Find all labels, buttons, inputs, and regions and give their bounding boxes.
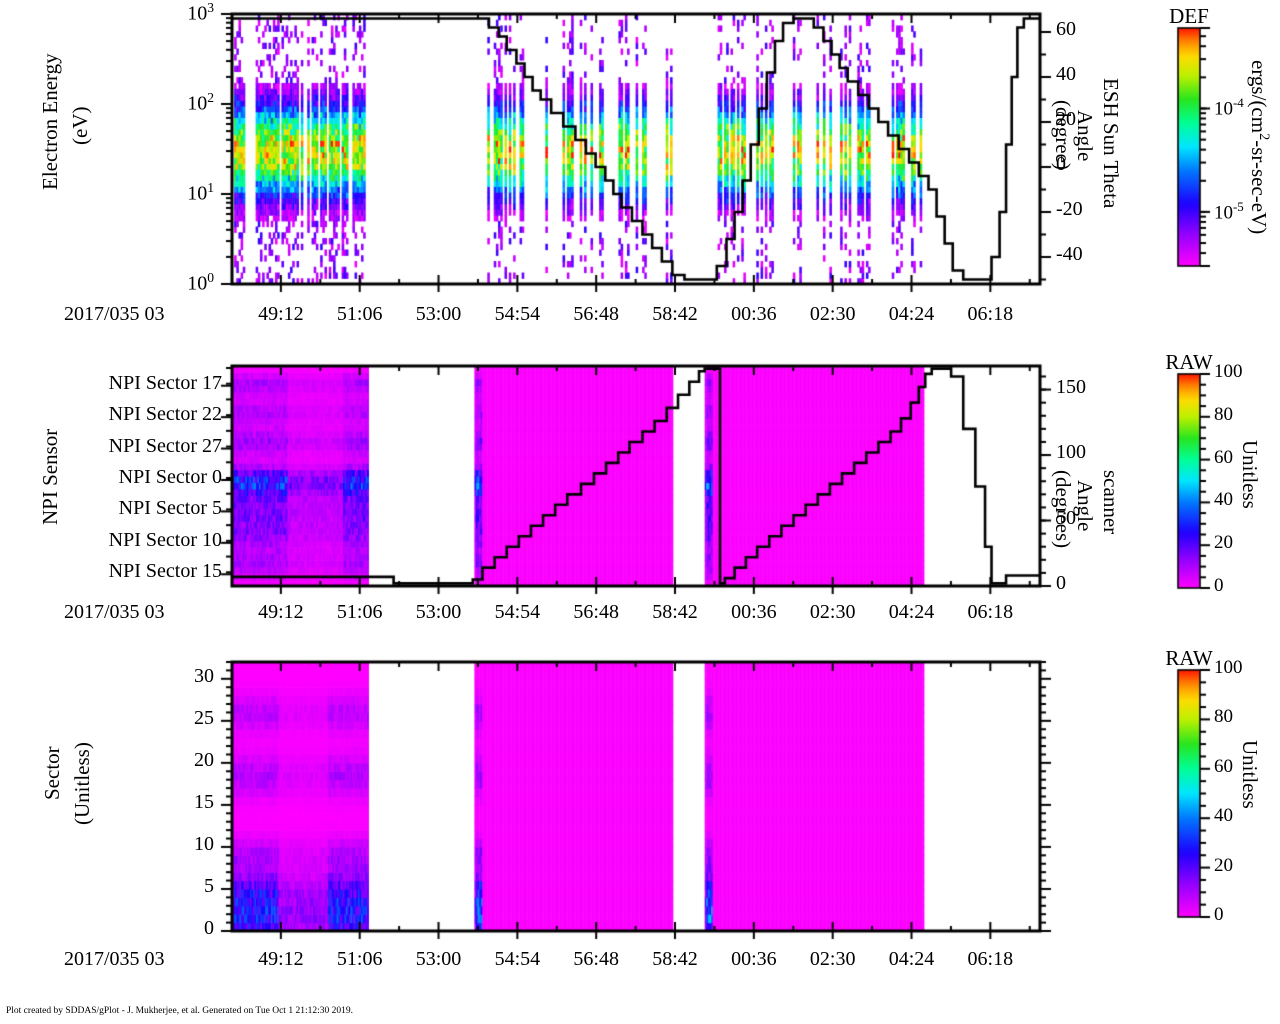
x-tick-3-5: 58:42 xyxy=(652,948,698,970)
y-tick-p1-right-4: -20 xyxy=(1056,198,1083,220)
x-tick-3-9: 06:18 xyxy=(967,948,1014,970)
y-tick-p1-right-0: 60 xyxy=(1056,18,1076,40)
cb1-tick-0: 10-4 xyxy=(1214,95,1244,120)
y-axis-unit-p3: (Unitless) xyxy=(70,742,94,825)
y-tick-p3-0: 30 xyxy=(194,664,214,687)
x-tick-1-0: 49:12 xyxy=(258,303,304,325)
y-tick-p2-5: NPI Sector 10 xyxy=(108,528,222,551)
cb3-tick-3: 40 xyxy=(1214,805,1233,827)
cb2-tick-4: 20 xyxy=(1214,532,1233,554)
x-tick-1-1: 51:06 xyxy=(336,303,383,325)
y-tick-p1-right-5: -40 xyxy=(1056,243,1083,265)
colorbar-title-3: RAW xyxy=(1165,646,1213,670)
y-tick-p1-1e0: 100 xyxy=(187,270,214,295)
y-axis-title-p1: Electron Energy xyxy=(38,53,62,190)
x-tick-1-2: 53:00 xyxy=(415,303,462,325)
x-tick-2-7: 02:30 xyxy=(809,601,856,623)
x-axis-date-label-2: 2017/035 03 xyxy=(64,601,165,623)
x-tick-2-6: 00:36 xyxy=(731,601,777,623)
x-tick-3-2: 53:00 xyxy=(415,948,462,970)
x-tick-2-8: 04:24 xyxy=(888,601,935,623)
x-tick-1-3: 54:54 xyxy=(494,303,541,325)
cb1-tick-1: 10-5 xyxy=(1214,198,1244,224)
figure-footer: Plot created by SDDAS/gPlot - J. Mukherj… xyxy=(6,1006,353,1016)
y-axis-title-p1-right: ESH Sun Theta xyxy=(1099,78,1123,209)
y-axis-sub-p1-right: Angle xyxy=(1073,110,1097,162)
y-tick-p2-4: NPI Sector 5 xyxy=(118,497,222,520)
x-tick-2-3: 54:54 xyxy=(494,601,541,623)
x-tick-2-2: 53:00 xyxy=(415,601,462,623)
y-tick-p1-right-2: 20 xyxy=(1056,108,1076,130)
x-tick-3-0: 49:12 xyxy=(258,948,304,970)
x-tick-1-4: 56:48 xyxy=(573,303,619,325)
y-tick-p1-1e2: 102 xyxy=(187,90,214,115)
x-tick-1-6: 00:36 xyxy=(731,303,777,325)
x-axis-date-label-1: 2017/035 03 xyxy=(64,303,165,325)
y-tick-p2-1: NPI Sector 22 xyxy=(108,403,222,426)
y-tick-p3-5: 5 xyxy=(204,874,214,897)
y-tick-p2-right-3: 0 xyxy=(1056,572,1066,594)
cb2-tick-1: 80 xyxy=(1214,403,1233,425)
y-tick-p1-right-3: 0 xyxy=(1056,153,1066,175)
colorbar-title-2: RAW xyxy=(1165,350,1213,374)
cb3-tick-4: 20 xyxy=(1214,854,1233,876)
cb2-tick-5: 0 xyxy=(1214,575,1224,596)
cb3-tick-2: 60 xyxy=(1214,755,1233,777)
y-tick-p3-1: 25 xyxy=(194,706,214,729)
y-tick-p2-0: NPI Sector 17 xyxy=(108,371,222,394)
x-tick-3-4: 56:48 xyxy=(573,948,619,970)
y-tick-p2-right-0: 150 xyxy=(1056,375,1086,398)
x-tick-1-5: 58:42 xyxy=(652,303,698,325)
x-tick-2-0: 49:12 xyxy=(258,601,304,623)
x-tick-2-1: 51:06 xyxy=(336,601,383,623)
y-axis-sub-p2-right: Angle xyxy=(1073,480,1097,532)
cb3-tick-0: 100 xyxy=(1214,657,1243,678)
x-tick-3-8: 04:24 xyxy=(888,948,935,970)
x-tick-3-6: 00:36 xyxy=(731,948,777,970)
y-axis-title-p3: Sector xyxy=(40,746,64,800)
x-tick-1-9: 06:18 xyxy=(967,303,1014,325)
cb3-tick-1: 80 xyxy=(1214,706,1233,728)
y-tick-p2-3: NPI Sector 0 xyxy=(118,466,222,488)
cb2-tick-3: 40 xyxy=(1214,489,1233,511)
y-axis-unit-p1: (eV) xyxy=(68,106,92,145)
y-axis-title-p2-right: scanner xyxy=(1099,470,1123,535)
y-tick-p2-right-2: 50 xyxy=(1056,506,1076,529)
cb2-tick-0: 100 xyxy=(1214,361,1243,382)
y-tick-p3-6: 0 xyxy=(204,917,214,939)
colorbar-unit-1: ergs/(cm2-sr-sec-eV) xyxy=(1247,60,1272,235)
y-tick-p1-1e3: 103 xyxy=(187,0,214,25)
colorbar-unit-2: Unitless xyxy=(1238,440,1262,509)
y-tick-p3-2: 20 xyxy=(194,748,214,771)
x-tick-2-4: 56:48 xyxy=(573,601,619,623)
x-axis-date-label-3: 2017/035 03 xyxy=(64,948,165,970)
y-tick-p2-2: NPI Sector 27 xyxy=(108,434,222,457)
y-tick-p2-right-1: 100 xyxy=(1056,441,1086,464)
cb2-tick-2: 60 xyxy=(1214,446,1233,468)
y-axis-unit-p1-right: (degree) xyxy=(1051,100,1075,170)
x-tick-1-8: 04:24 xyxy=(888,303,935,325)
x-tick-3-3: 54:54 xyxy=(494,948,541,970)
y-tick-p3-4: 10 xyxy=(194,832,214,855)
colorbar-title-1: DEF xyxy=(1169,4,1209,28)
x-tick-1-7: 02:30 xyxy=(809,303,856,325)
x-tick-2-9: 06:18 xyxy=(967,601,1014,623)
colorbar-unit-3: Unitless xyxy=(1238,740,1262,809)
x-tick-3-1: 51:06 xyxy=(336,948,383,970)
x-tick-3-7: 02:30 xyxy=(809,948,856,970)
y-tick-p1-1e1: 101 xyxy=(187,180,214,205)
y-tick-p3-3: 15 xyxy=(194,790,214,813)
y-axis-unit-p2-right: (degrees) xyxy=(1051,470,1075,549)
x-tick-2-5: 58:42 xyxy=(652,601,698,623)
y-tick-p1-right-1: 40 xyxy=(1056,63,1076,85)
cb3-tick-5: 0 xyxy=(1214,904,1224,925)
y-tick-p2-6: NPI Sector 15 xyxy=(108,560,222,583)
y-axis-title-p2: NPI Sensor xyxy=(38,428,62,525)
